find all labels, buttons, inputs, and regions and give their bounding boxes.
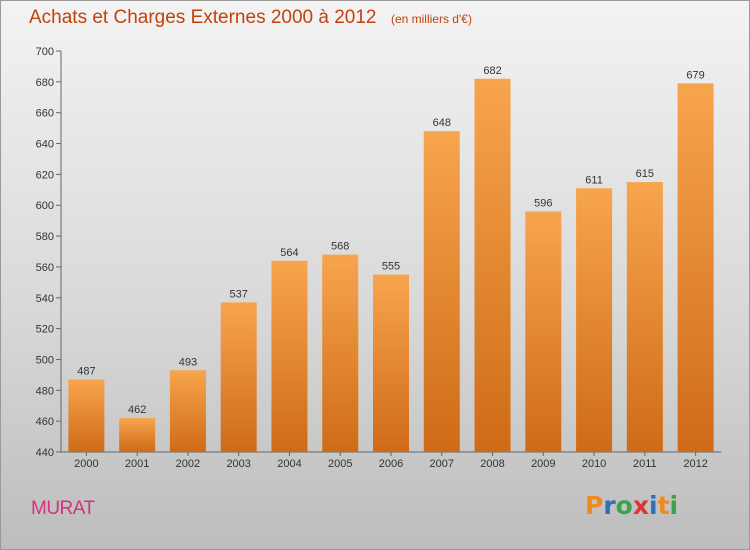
bar-2003 <box>220 302 257 452</box>
x-tick-label-2012: 2012 <box>683 458 707 470</box>
logo-letter: t <box>657 491 670 520</box>
y-tick-label: 500 <box>36 354 54 366</box>
y-tick-label: 540 <box>36 293 54 305</box>
value-label-2003: 537 <box>230 288 248 300</box>
y-tick-label: 580 <box>36 231 54 243</box>
x-tick-label-2011: 2011 <box>633 458 657 470</box>
value-label-2009: 596 <box>534 197 552 209</box>
x-tick-label-2004: 2004 <box>277 458 301 470</box>
y-tick-label: 600 <box>36 200 54 212</box>
y-tick-label: 640 <box>36 139 54 151</box>
logo-letter: P <box>585 491 604 520</box>
y-tick-label: 440 <box>36 447 54 459</box>
y-tick-label: 520 <box>36 324 54 336</box>
value-label-2004: 564 <box>280 247 298 259</box>
bar-2010 <box>576 188 613 452</box>
x-tick-label-2002: 2002 <box>176 458 200 470</box>
title-row: Achats et Charges Externes 2000 à 2012 (… <box>29 7 472 29</box>
logo-letter: i <box>649 491 658 520</box>
bar-2000 <box>68 379 105 452</box>
value-label-2008: 682 <box>483 65 501 77</box>
bar-2005 <box>322 254 359 452</box>
y-tick-label: 680 <box>36 77 54 89</box>
value-label-2006: 555 <box>382 261 400 273</box>
bar-2011 <box>626 182 663 452</box>
x-tick-label-2008: 2008 <box>480 458 504 470</box>
value-label-2010: 611 <box>585 174 603 186</box>
value-label-2007: 648 <box>433 117 451 129</box>
y-tick-label: 620 <box>36 169 54 181</box>
bar-2008 <box>474 78 511 452</box>
x-tick-label-2000: 2000 <box>74 458 98 470</box>
proxiti-logo[interactable]: Proxiti <box>585 491 678 520</box>
y-tick-label: 700 <box>36 46 54 58</box>
x-tick-label-2010: 2010 <box>582 458 606 470</box>
x-tick-label-2007: 2007 <box>430 458 454 470</box>
value-label-2012: 679 <box>686 69 704 81</box>
bar-2002 <box>169 370 206 452</box>
value-label-2000: 487 <box>77 366 95 378</box>
x-tick-label-2003: 2003 <box>226 458 250 470</box>
value-label-2001: 462 <box>128 404 146 416</box>
y-tick-label: 480 <box>36 385 54 397</box>
bar-2001 <box>119 418 156 452</box>
bars <box>68 78 714 452</box>
logo-letter: x <box>632 491 649 520</box>
x-tick-label-2009: 2009 <box>531 458 555 470</box>
value-label-2005: 568 <box>331 241 349 253</box>
y-tick-label: 560 <box>36 262 54 274</box>
bar-2004 <box>271 260 308 452</box>
x-tick-label-2001: 2001 <box>125 458 149 470</box>
bar-2012 <box>677 83 714 452</box>
logo-letter: o <box>615 491 633 520</box>
x-tick-label-2005: 2005 <box>328 458 352 470</box>
bar-2009 <box>525 211 562 452</box>
value-label-2011: 615 <box>636 168 654 180</box>
value-label-2002: 493 <box>179 356 197 368</box>
logo-letter: i <box>669 491 679 520</box>
commune-label: MURAT <box>31 498 95 519</box>
y-tick-label: 460 <box>36 416 54 428</box>
logo-letter: r <box>603 491 616 520</box>
y-tick-label: 660 <box>36 108 54 120</box>
bar-2007 <box>423 131 460 452</box>
chart-subtitle: (en milliers d'€) <box>390 12 472 26</box>
bar-2006 <box>373 274 409 452</box>
labels: 487 2000 462 2001 493 2002 537 2003 564 2004 568 20… <box>74 65 708 470</box>
x-tick-label-2006: 2006 <box>379 458 403 470</box>
chart-title: Achats et Charges Externes 2000 à 2012 <box>29 7 377 28</box>
